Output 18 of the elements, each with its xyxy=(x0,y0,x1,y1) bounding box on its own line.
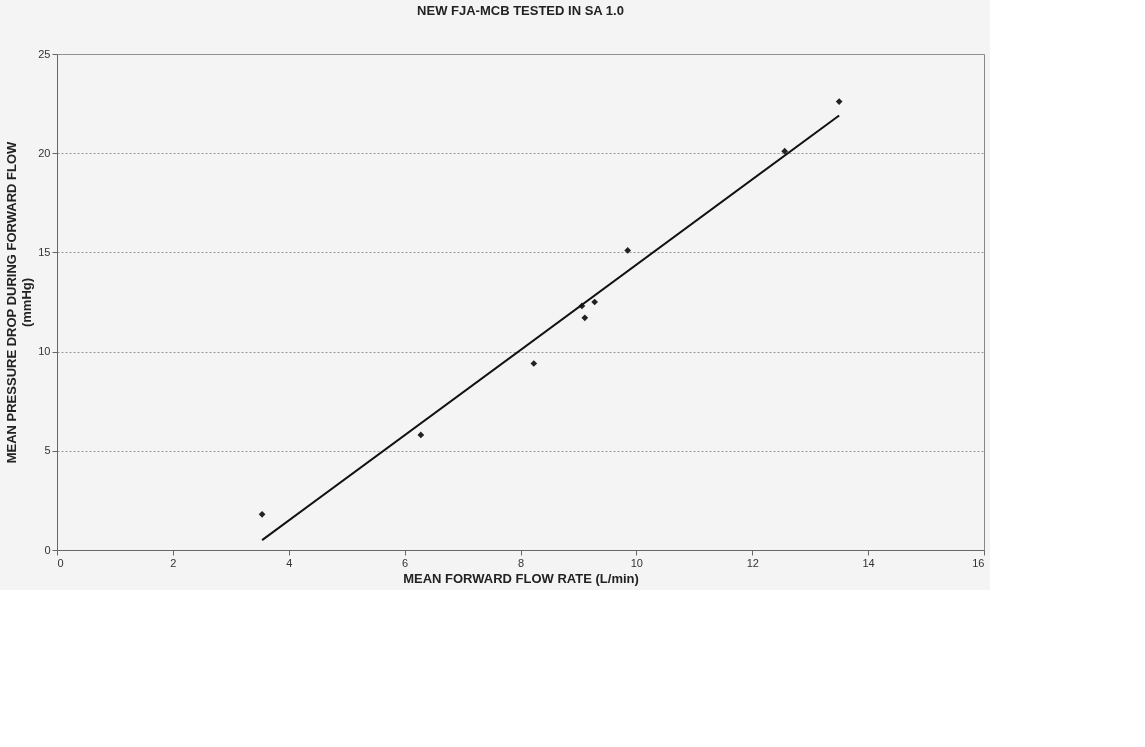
x-tick-label: 2 xyxy=(170,556,177,569)
x-tick-label: 4 xyxy=(286,556,293,569)
x-tick-label: 14 xyxy=(862,556,875,569)
x-axis-title: MEAN FORWARD FLOW RATE (L/min) xyxy=(403,570,639,586)
y-tick-label: 20 xyxy=(38,146,51,159)
x-tick-label: 16 xyxy=(972,556,985,569)
x-tick-label: 8 xyxy=(517,556,525,569)
y-tick-label: 15 xyxy=(38,245,51,258)
chart-title: NEW FJA-MCB TESTED IN SA 1.0 xyxy=(417,3,624,18)
y-axis-title: MEAN PRESSURE DROP DURING FORWARD FLOW (mmHg) xyxy=(4,140,35,464)
x-tick-label: 12 xyxy=(746,556,759,569)
x-tick-label: 10 xyxy=(630,556,643,569)
y-tick-label: 25 xyxy=(38,47,51,60)
y-tick-label: 10 xyxy=(38,345,51,358)
x-tick-label: 0 xyxy=(57,556,64,569)
y-tick-label: 5 xyxy=(44,444,51,457)
x-tick-label: 6 xyxy=(402,556,409,569)
y-tick-label: 0 xyxy=(44,543,51,556)
